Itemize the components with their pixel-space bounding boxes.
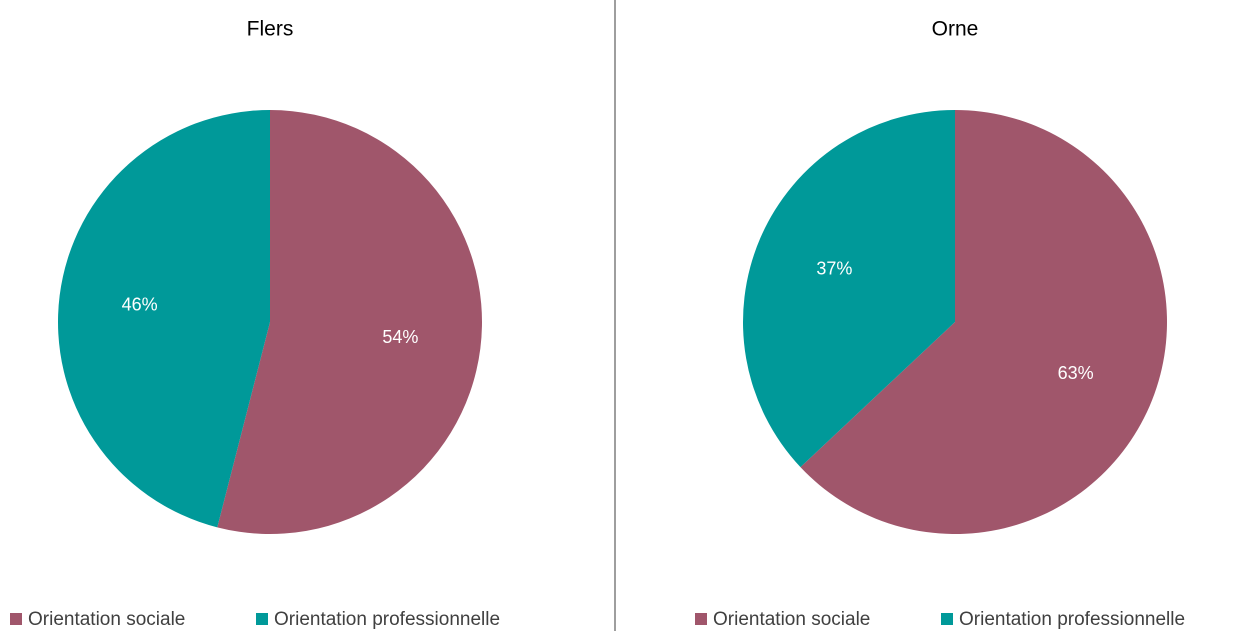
pie-slice [217,110,482,534]
legend-label: Orientation professionnelle [274,609,500,630]
pie-slice [743,110,955,468]
data-label: 37% [816,259,852,279]
data-label: 46% [122,294,158,314]
legend-label: Orientation sociale [28,609,185,630]
legend-label: Orientation professionnelle [959,609,1185,630]
legend-marker [695,613,707,625]
pie-slice [800,110,1167,534]
legend-marker [941,613,953,625]
legend-label: Orientation sociale [713,609,870,630]
data-label: 63% [1058,363,1094,383]
pie-slice [57,110,271,528]
legend-marker [10,613,22,625]
data-label: 54% [382,327,418,347]
chart-title: Flers [247,18,294,41]
chart-title: Orne [932,18,979,41]
legend-marker [256,613,268,625]
